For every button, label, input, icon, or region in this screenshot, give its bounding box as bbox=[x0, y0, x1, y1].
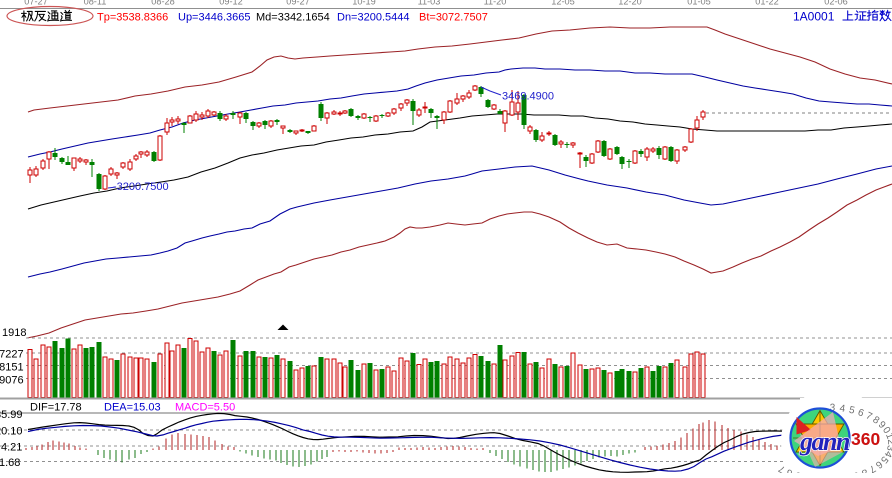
svg-text:360: 360 bbox=[851, 429, 880, 449]
svg-text:Bt=3072.7507: Bt=3072.7507 bbox=[419, 12, 488, 24]
svg-text:47227: 47227 bbox=[0, 349, 24, 361]
svg-text:3469.4900: 3469.4900 bbox=[502, 91, 554, 103]
svg-text:02-06: 02-06 bbox=[824, 0, 848, 7]
svg-text:1A0001: 1A0001 bbox=[793, 10, 835, 24]
svg-text:08-28: 08-28 bbox=[151, 0, 175, 7]
svg-text:Up=3446.3665: Up=3446.3665 bbox=[178, 12, 250, 24]
svg-text:DIF=17.78: DIF=17.78 bbox=[30, 402, 82, 414]
svg-text:07-27: 07-27 bbox=[24, 0, 48, 7]
svg-text:MACD=5.50: MACD=5.50 bbox=[175, 402, 235, 414]
svg-text:Tp=3538.8366: Tp=3538.8366 bbox=[97, 12, 168, 24]
svg-text:12-05: 12-05 bbox=[551, 0, 575, 7]
svg-text:10-19: 10-19 bbox=[352, 0, 376, 7]
svg-text:39076: 39076 bbox=[0, 375, 24, 387]
svg-text:09-12: 09-12 bbox=[219, 0, 243, 7]
svg-text:Dn=3200.5444: Dn=3200.5444 bbox=[337, 12, 409, 24]
svg-text:01-22: 01-22 bbox=[755, 0, 779, 7]
svg-text:-3200.7500: -3200.7500 bbox=[113, 181, 169, 193]
svg-text:35.99: 35.99 bbox=[0, 409, 23, 421]
svg-text:08-11: 08-11 bbox=[84, 0, 107, 7]
svg-text:DEA=15.03: DEA=15.03 bbox=[104, 402, 161, 414]
svg-text:20.10: 20.10 bbox=[0, 426, 23, 438]
svg-text:gann: gann bbox=[799, 427, 850, 456]
svg-text:Md=3342.1654: Md=3342.1654 bbox=[256, 12, 330, 24]
svg-text:11-03: 11-03 bbox=[418, 0, 441, 7]
svg-text:12-20: 12-20 bbox=[618, 0, 642, 7]
svg-text:01-05: 01-05 bbox=[687, 0, 711, 7]
svg-text:1918: 1918 bbox=[2, 327, 26, 339]
svg-text:09-27: 09-27 bbox=[286, 0, 310, 7]
svg-text:11-20: 11-20 bbox=[484, 0, 507, 7]
svg-text:-11.68: -11.68 bbox=[0, 457, 20, 469]
svg-text:4.21: 4.21 bbox=[1, 442, 22, 454]
